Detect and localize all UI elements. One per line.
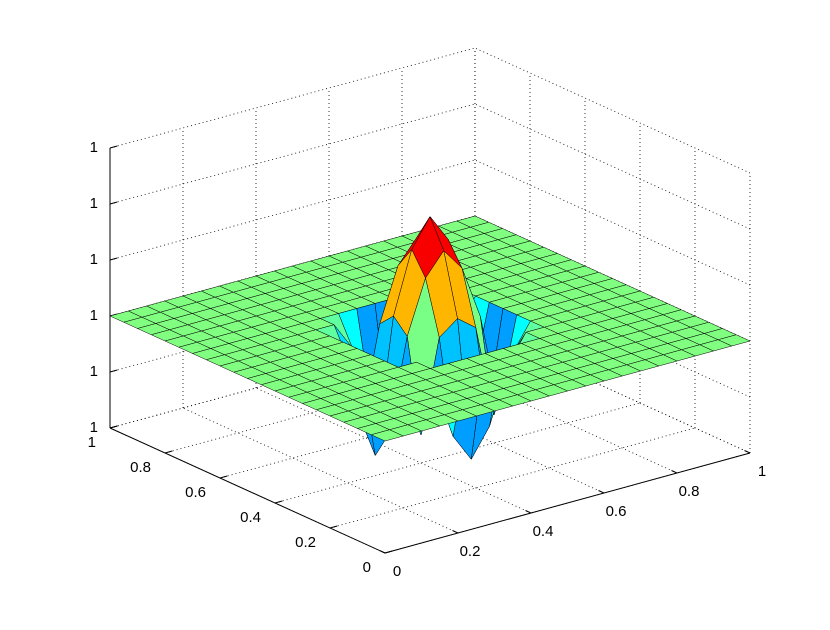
y-tick-label: 1 xyxy=(88,434,96,451)
x-tick-label: 0.2 xyxy=(460,543,481,560)
y-tick-label: 0.4 xyxy=(240,509,261,526)
tick-mark xyxy=(109,257,118,261)
surface-face xyxy=(370,429,404,442)
tick-mark xyxy=(109,201,118,205)
x-tick-label: 0.6 xyxy=(606,503,627,520)
tick-mark xyxy=(164,450,173,454)
z-tick-label: 1 xyxy=(90,251,98,268)
x-tick-label: 0.8 xyxy=(679,483,700,500)
x-tick-label: 0.4 xyxy=(533,523,554,540)
z-tick-label: 1 xyxy=(90,307,98,324)
z-tick-label: 1 xyxy=(90,195,98,212)
tick-mark xyxy=(671,470,678,474)
tick-mark xyxy=(452,530,459,534)
x-tick-label: 0 xyxy=(393,563,401,580)
tick-mark xyxy=(744,450,751,454)
tick-mark xyxy=(329,525,338,529)
tick-mark xyxy=(598,490,605,494)
tick-mark xyxy=(379,550,386,554)
grid-line xyxy=(109,47,476,149)
x-tick-label: 1 xyxy=(758,463,766,480)
tick-mark xyxy=(109,369,118,373)
tick-mark xyxy=(109,145,118,149)
tick-mark xyxy=(274,500,283,504)
z-tick-label: 1 xyxy=(90,363,98,380)
z-tick-label: 1 xyxy=(90,139,98,156)
tick-mark xyxy=(219,475,228,479)
z-tick-label: 1 xyxy=(90,419,98,436)
grid-line xyxy=(109,103,476,205)
tick-mark xyxy=(109,425,118,429)
x-axis xyxy=(384,452,751,554)
grid-line xyxy=(474,103,751,230)
tick-mark xyxy=(525,510,532,514)
y-tick-label: 0.2 xyxy=(295,534,316,551)
grid-line xyxy=(329,427,696,529)
y-tick-label: 0.8 xyxy=(130,459,151,476)
y-tick-label: 0 xyxy=(363,559,371,576)
tick-mark xyxy=(384,550,393,554)
y-tick-label: 0.6 xyxy=(185,484,206,501)
y-axis xyxy=(109,427,386,554)
grid-line xyxy=(474,47,751,174)
